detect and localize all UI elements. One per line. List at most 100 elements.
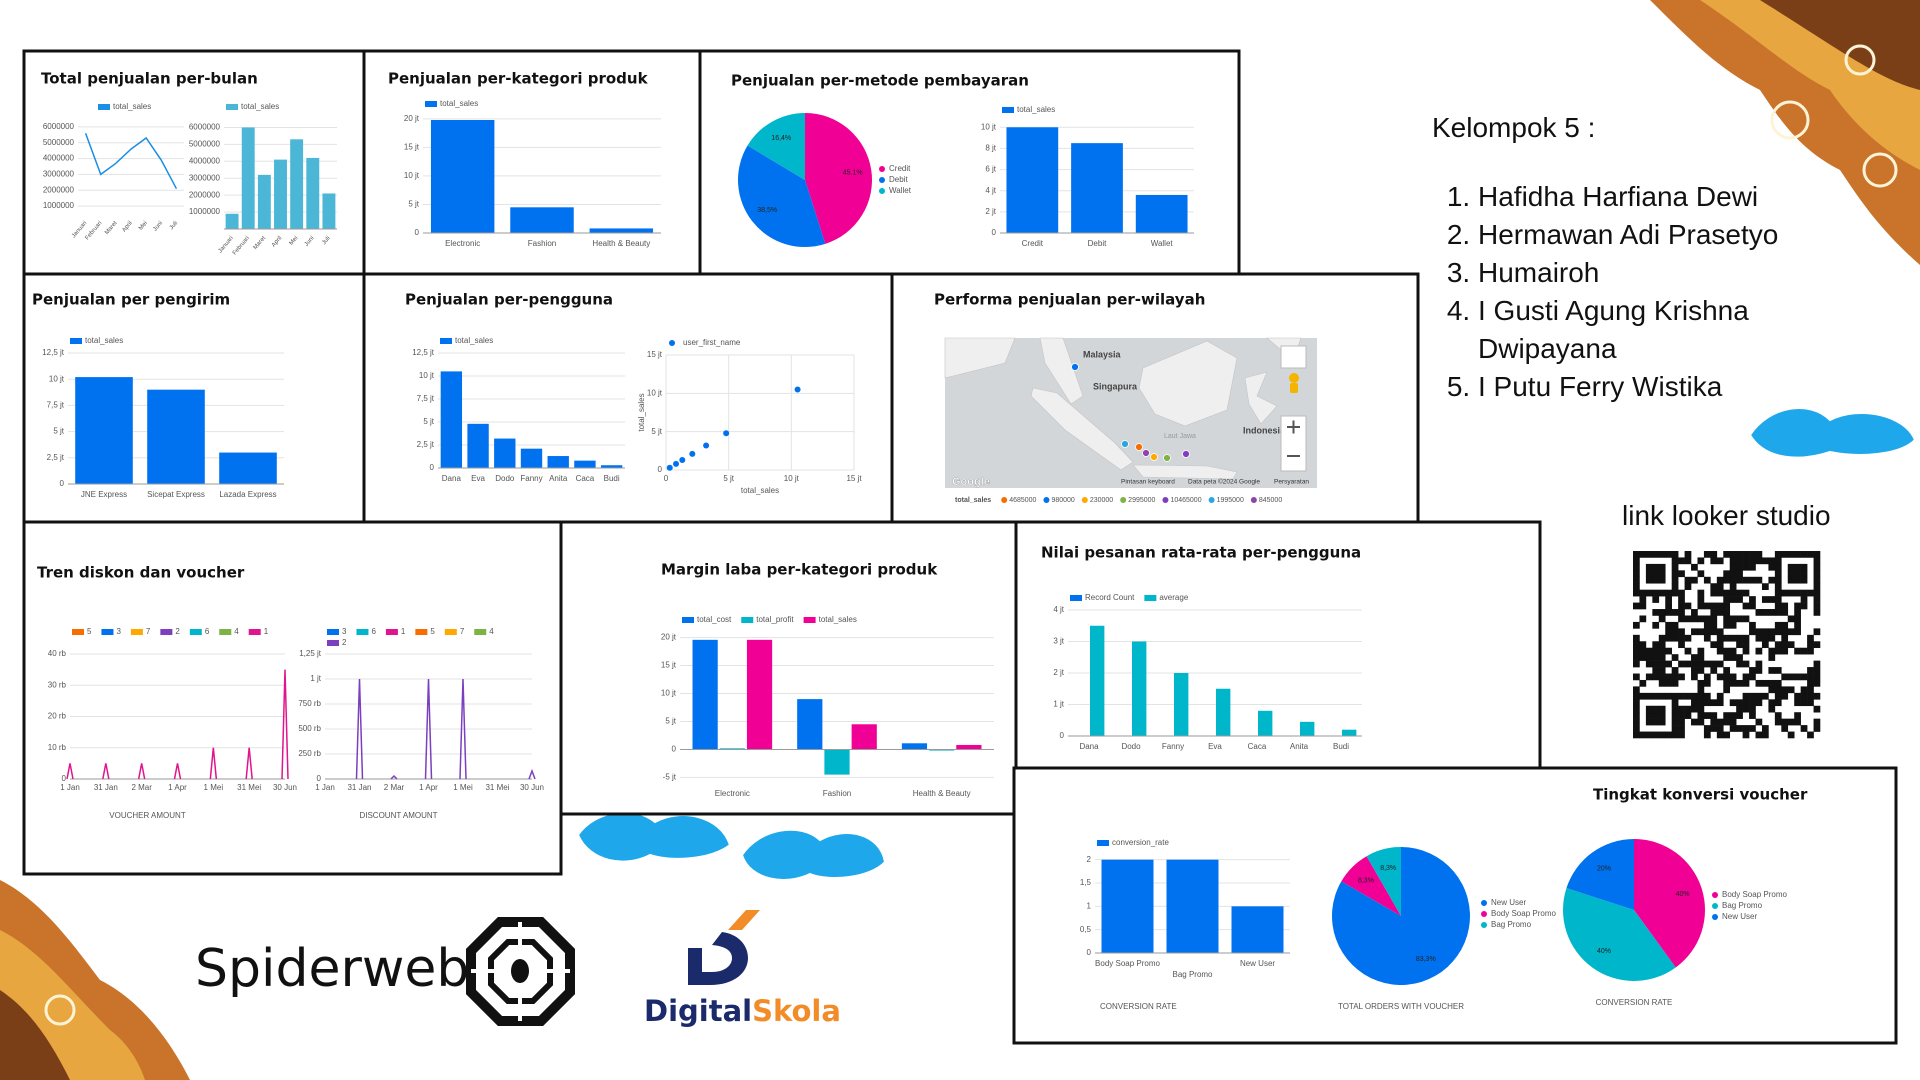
qr-module xyxy=(1671,712,1679,719)
legend-swatch xyxy=(425,101,437,107)
qr-module xyxy=(1761,583,1769,590)
qr-module xyxy=(1755,667,1763,674)
qr-module xyxy=(1768,654,1776,661)
legend-label: Body Soap Promo xyxy=(1491,909,1556,918)
qr-module xyxy=(1742,634,1750,642)
qr-module xyxy=(1749,551,1756,558)
map-point xyxy=(1142,449,1150,457)
qr-module xyxy=(1774,602,1782,610)
bar xyxy=(719,748,745,750)
qr-module xyxy=(1813,718,1821,726)
qr-module xyxy=(1678,692,1685,700)
qr-module xyxy=(1723,596,1731,603)
qr-module xyxy=(1678,705,1685,713)
qr-module xyxy=(1794,589,1801,597)
qr-module xyxy=(1665,731,1672,739)
qr-module xyxy=(1723,551,1731,558)
slice-label: 40% xyxy=(1676,891,1690,898)
x-tick-label: Wallet xyxy=(1151,239,1174,248)
qr-module xyxy=(1716,647,1724,655)
qr-module xyxy=(1742,647,1750,655)
qr-module xyxy=(1774,583,1782,590)
batik-bottom-left xyxy=(0,880,190,1080)
legend-title: total_sales xyxy=(955,497,991,504)
qr-module xyxy=(1697,615,1705,623)
qr-module xyxy=(1658,705,1666,713)
qr-module xyxy=(1768,705,1776,713)
qr-module xyxy=(1710,712,1718,719)
qr-module xyxy=(1652,673,1660,681)
x-tick-label: Dana xyxy=(1079,742,1099,751)
qr-module xyxy=(1787,641,1795,649)
pie-slice xyxy=(747,113,805,180)
qr-module xyxy=(1716,602,1724,610)
legend-swatch xyxy=(130,629,143,635)
qr-module xyxy=(1723,686,1731,694)
map-land xyxy=(1244,371,1278,425)
qr-module xyxy=(1645,647,1653,655)
qr-module xyxy=(1794,673,1801,681)
y-tick-label: 0 xyxy=(992,228,997,237)
qr-module xyxy=(1658,654,1666,661)
qr-module xyxy=(1691,609,1698,616)
point xyxy=(666,464,673,471)
qr-module xyxy=(1729,576,1737,584)
legend-label: Bag Promo xyxy=(1491,920,1532,929)
qr-module xyxy=(1736,563,1743,571)
legend-swatch xyxy=(682,617,694,623)
bar xyxy=(1135,194,1188,233)
qr-module xyxy=(1761,641,1769,649)
qr-module xyxy=(1774,563,1782,571)
chart-title: Penjualan per-kategori produk xyxy=(388,70,649,88)
x-tick-label: 30 Jun xyxy=(520,783,544,792)
qr-module xyxy=(1658,679,1666,687)
qr-module xyxy=(1729,679,1737,687)
qr-module xyxy=(1800,673,1808,681)
qr-module xyxy=(1691,692,1698,700)
y-tick-label: 6 jt xyxy=(985,165,996,174)
line xyxy=(84,132,178,190)
qr-module xyxy=(1800,725,1808,732)
qr-module xyxy=(1755,647,1763,655)
qr-module xyxy=(1639,654,1647,661)
qr-module xyxy=(1671,705,1679,713)
qr-module xyxy=(1716,718,1724,726)
qr-module xyxy=(1645,563,1653,571)
x-tick-label: Electronic xyxy=(715,789,750,798)
qr-module xyxy=(1807,667,1814,674)
qr-module xyxy=(1691,705,1698,713)
y-tick-label: 0 xyxy=(672,745,677,754)
spike xyxy=(209,747,218,780)
point xyxy=(689,450,696,457)
qr-module xyxy=(1665,679,1672,687)
map-land xyxy=(1138,340,1238,427)
x-axis-title: CONVERSION RATE xyxy=(1100,1002,1177,1011)
qr-module xyxy=(1774,712,1782,719)
point xyxy=(794,386,801,393)
qr-module xyxy=(1645,576,1653,584)
qr-module xyxy=(1742,699,1750,707)
qr-module xyxy=(1761,596,1769,603)
qr-module xyxy=(1697,660,1705,668)
legend-label: user_first_name xyxy=(683,338,741,347)
qr-module xyxy=(1710,621,1718,629)
qr-module xyxy=(1807,647,1814,655)
map-point xyxy=(1135,443,1143,451)
qr-module xyxy=(1645,718,1653,726)
qr-module xyxy=(1736,615,1743,623)
qr-module xyxy=(1736,705,1743,713)
qr-module xyxy=(1684,692,1692,700)
qr-module xyxy=(1671,725,1679,732)
y-tick-label: 15 jt xyxy=(661,661,677,670)
qr-module xyxy=(1645,654,1653,661)
qr-module xyxy=(1723,570,1731,578)
qr-module xyxy=(1794,609,1801,616)
qr-module xyxy=(1755,576,1763,584)
qr-module xyxy=(1781,602,1789,610)
x-tick-label: Eva xyxy=(471,474,485,483)
qr-module xyxy=(1671,718,1679,726)
slice-label: 83,3% xyxy=(1416,956,1436,963)
qr-module xyxy=(1678,673,1685,681)
y-tick-label: 4000000 xyxy=(43,154,75,163)
legend-swatch xyxy=(1043,497,1050,503)
